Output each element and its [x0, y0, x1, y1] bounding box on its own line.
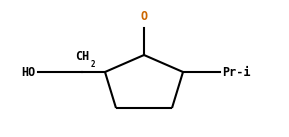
Text: Pr-i: Pr-i: [222, 65, 251, 79]
Text: CH: CH: [75, 50, 89, 63]
Text: O: O: [140, 10, 148, 23]
Text: HO: HO: [22, 65, 36, 79]
Text: 2: 2: [91, 60, 96, 69]
